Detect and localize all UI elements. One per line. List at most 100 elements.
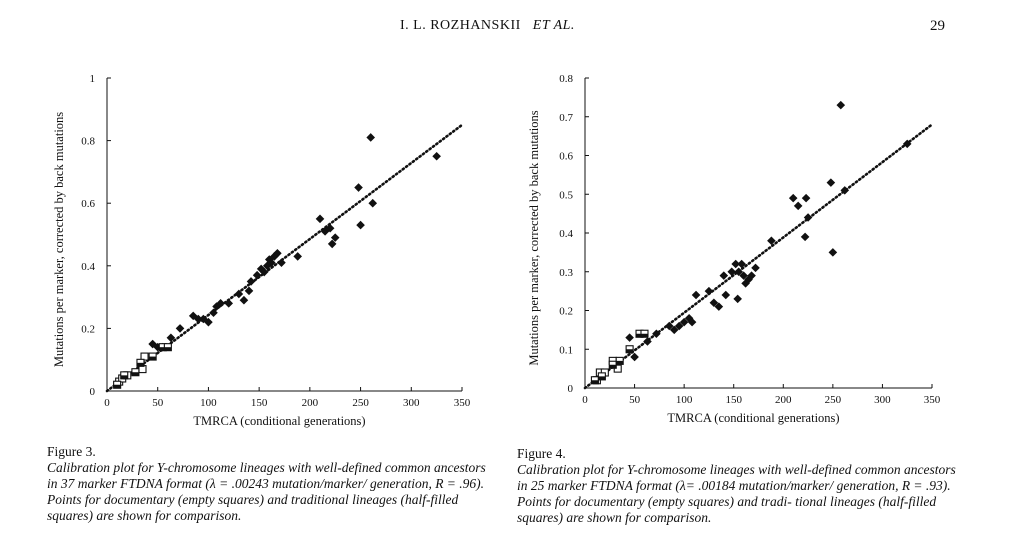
- data-point-diamond: [354, 183, 363, 192]
- y-axis-label: Mutations per marker, corrected by back …: [52, 112, 66, 367]
- data-point-diamond: [652, 329, 661, 339]
- data-point-diamond: [727, 267, 737, 277]
- data-point-half-square: [136, 358, 145, 367]
- y-tick-label: 0.1: [559, 344, 573, 356]
- y-tick-label: 0.8: [81, 136, 95, 148]
- y-tick-label: 0.3: [559, 267, 573, 279]
- data-point-diamond: [721, 290, 731, 300]
- y-tick-label: 0.8: [559, 73, 573, 85]
- data-point-diamond: [625, 333, 634, 342]
- data-point-diamond: [669, 325, 679, 335]
- x-tick-label: 50: [152, 397, 164, 409]
- data-point-diamond: [664, 321, 674, 331]
- data-point-diamond: [902, 139, 912, 149]
- half-square-fill: [131, 372, 139, 376]
- data-point-diamond: [737, 259, 746, 269]
- data-point-diamond: [687, 317, 697, 327]
- data-point-diamond: [747, 271, 756, 280]
- data-point-diamond: [153, 342, 163, 352]
- y-axis-label: Mutations per marker, corrected by back …: [527, 110, 541, 365]
- figure-3-caption-text: Calibration plot for Y-chromosome lineag…: [47, 460, 486, 523]
- x-tick-label: 300: [403, 397, 420, 409]
- y-tick-label: 0.2: [81, 323, 95, 335]
- x-tick-label: 150: [251, 397, 268, 409]
- data-point-diamond: [264, 255, 274, 264]
- x-tick-label: 200: [775, 394, 792, 406]
- half-square-fill: [626, 349, 634, 353]
- data-point-half-square: [163, 343, 172, 352]
- data-point-diamond: [330, 233, 340, 242]
- data-point-diamond: [709, 298, 719, 308]
- y-tick-label: 0: [568, 383, 574, 395]
- half-square-fill: [164, 347, 172, 351]
- half-square-fill: [591, 380, 599, 384]
- data-point-diamond: [209, 308, 218, 318]
- trend-line: [105, 123, 464, 393]
- data-point-half-square: [597, 372, 606, 381]
- y-tick-label: 0.5: [559, 189, 573, 201]
- data-point-diamond: [193, 314, 203, 324]
- author-names: I. L. ROZHANSKII: [400, 18, 521, 33]
- data-point-diamond: [204, 317, 213, 327]
- figure-3-label: Figure 3.: [47, 444, 96, 459]
- data-point-diamond: [356, 220, 365, 230]
- x-tick-label: 0: [582, 394, 588, 406]
- half-square-fill: [636, 333, 644, 338]
- data-point-diamond: [366, 133, 376, 142]
- data-point-diamond: [246, 277, 256, 286]
- data-point-diamond: [691, 290, 701, 300]
- data-point-diamond: [234, 289, 244, 299]
- data-point-diamond: [175, 324, 185, 333]
- data-point-diamond: [188, 311, 198, 321]
- y-tick-label: 0.7: [559, 112, 573, 124]
- data-point-diamond: [704, 286, 714, 296]
- data-point-diamond: [731, 259, 740, 269]
- data-point-half-square: [615, 356, 624, 365]
- data-point-half-square: [131, 368, 140, 377]
- data-point-diamond: [270, 252, 279, 261]
- trend-line: [583, 123, 934, 390]
- data-point-diamond: [368, 198, 378, 208]
- x-tick-label: 250: [825, 394, 842, 406]
- data-point-diamond: [803, 213, 813, 222]
- half-square-fill: [616, 360, 624, 365]
- page-number: 29: [930, 18, 945, 34]
- et-al: ET AL.: [532, 18, 575, 33]
- data-point-diamond: [767, 236, 776, 246]
- data-point-diamond: [267, 258, 276, 267]
- figure-4-caption-text: Calibration plot for Y-chromosome lineag…: [517, 462, 956, 525]
- running-header: I. L. ROZHANSKII ET AL. 29: [0, 18, 1024, 40]
- half-square-fill: [640, 333, 648, 338]
- data-point-half-square: [608, 360, 617, 369]
- data-point-diamond: [793, 201, 803, 211]
- data-point-diamond: [325, 223, 335, 233]
- x-tick-label: 350: [454, 397, 471, 409]
- data-point-diamond: [224, 299, 234, 308]
- half-square-fill: [598, 376, 606, 380]
- data-point-diamond: [801, 193, 811, 203]
- y-tick-label: 0.4: [559, 228, 573, 240]
- data-point-half-square: [120, 371, 129, 380]
- x-tick-label: 250: [352, 397, 369, 409]
- data-point-diamond: [739, 271, 748, 280]
- data-point-diamond: [674, 321, 684, 331]
- data-point-diamond: [734, 267, 743, 277]
- x-tick-label: 100: [200, 397, 217, 409]
- data-point-half-square: [640, 329, 649, 338]
- figure-4-caption: Figure 4. Calibration plot for Y-chromos…: [517, 446, 957, 526]
- half-square-fill: [113, 384, 121, 389]
- half-square-fill: [159, 347, 167, 351]
- data-point-diamond: [719, 271, 729, 280]
- data-point-diamond: [244, 286, 254, 296]
- half-square-fill: [609, 364, 617, 369]
- data-point-diamond: [828, 248, 838, 257]
- data-point-diamond: [239, 295, 249, 305]
- x-tick-label: 300: [874, 394, 891, 406]
- data-point-diamond: [315, 214, 325, 224]
- data-point-diamond: [788, 193, 798, 203]
- x-tick-label: 0: [104, 397, 110, 409]
- data-point-diamond: [327, 239, 337, 249]
- data-point-diamond: [432, 151, 441, 161]
